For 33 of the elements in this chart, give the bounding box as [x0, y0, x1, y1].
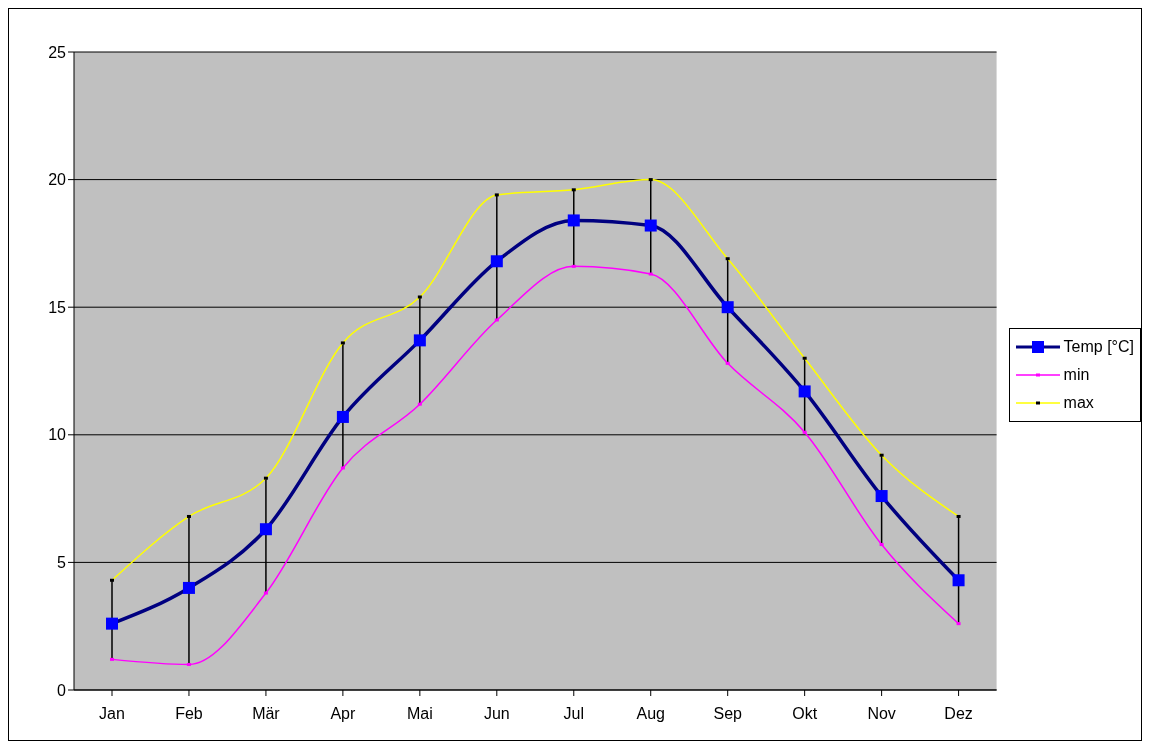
x-tick-label: Jun	[483, 705, 510, 723]
x-tick-label: Jan	[99, 705, 125, 723]
x-tick-label: Mai	[406, 705, 433, 723]
y-tick-label: 20	[48, 171, 67, 189]
point	[644, 219, 657, 232]
legend-label: max	[1063, 393, 1094, 412]
x-tick-label: Nov	[867, 705, 896, 723]
x-tick-label: Apr	[330, 705, 356, 723]
y-tick-label: 5	[57, 554, 67, 572]
x-tick-label: Jul	[563, 705, 584, 723]
y-tick-label: 25	[48, 43, 67, 61]
x-tick-label: Dez	[944, 705, 973, 723]
legend-label: Temp [°C]	[1063, 337, 1134, 356]
point	[721, 301, 734, 314]
x-tick-label: Sep	[713, 705, 743, 723]
point	[413, 334, 426, 347]
point	[952, 574, 965, 587]
y-tick-label: 0	[57, 681, 67, 699]
y-tick-label: 15	[48, 298, 67, 316]
point	[106, 617, 118, 630]
y-tick-label: 10	[48, 426, 67, 444]
legend-label: min	[1063, 365, 1090, 384]
point	[798, 385, 811, 398]
x-tick-label: Mär	[252, 705, 281, 723]
x-tick-label: Feb	[175, 705, 203, 723]
point	[490, 255, 503, 268]
point	[182, 581, 195, 594]
point	[259, 523, 272, 536]
point	[875, 490, 888, 503]
x-tick-label: Aug	[636, 705, 665, 723]
point	[567, 214, 580, 227]
x-tick-label: Okt	[792, 705, 818, 723]
point	[336, 410, 349, 423]
